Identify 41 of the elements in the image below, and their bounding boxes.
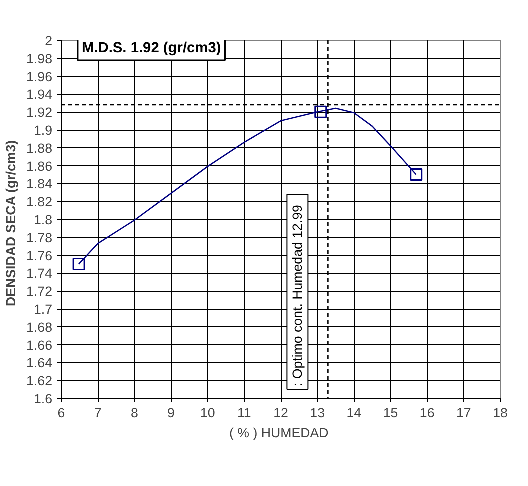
- point: [72, 258, 86, 270]
- y-tick-label: 1.72: [26, 284, 53, 300]
- y-tick-label: 1.86: [26, 158, 53, 174]
- x-tick-label: 11: [238, 406, 252, 420]
- y-tick-label: 1.68: [26, 320, 53, 335]
- y-tick-label: 1.6: [34, 392, 53, 406]
- x-tick-label: 7: [94, 406, 102, 420]
- point: [314, 106, 328, 118]
- y-tick-label: 1.74: [26, 266, 54, 282]
- x-tick-label: 17: [456, 406, 472, 420]
- x-tick-label: 15: [383, 406, 398, 420]
- y-tick-label: 1.64: [26, 356, 54, 371]
- y-tick-label: 1.94: [26, 87, 54, 102]
- y-tick-label: 1.98: [26, 51, 53, 66]
- y-tick-label: 1.7: [34, 302, 53, 317]
- y-tick-label: 1.66: [26, 338, 53, 353]
- x-tick-label: 9: [168, 406, 175, 420]
- x-tick-label: 16: [420, 406, 435, 420]
- x-tick-label: 13: [310, 406, 325, 420]
- y-tick-label: 1.8: [34, 212, 53, 228]
- y-tick-label: 1.62: [26, 374, 53, 389]
- x-tick-label: 14: [346, 406, 362, 420]
- x-axis-title: ( % ) HUMEDAD: [230, 426, 329, 440]
- y-tick-label: 1.76: [26, 248, 53, 264]
- ref-line-label: : Optimo cont. Humedad 12.99: [290, 205, 306, 387]
- y-tick-label: 1.82: [26, 194, 53, 210]
- x-tick-label: 18: [493, 406, 508, 420]
- x-tick-label: 6: [58, 406, 66, 420]
- y-tick-label: 1.96: [26, 69, 53, 84]
- y-tick-label: 1.88: [26, 140, 53, 156]
- x-tick-label: 8: [130, 406, 138, 420]
- y-tick-label: 2: [45, 34, 53, 48]
- annotation: M.D.S. 1.92 (gr/cm3): [82, 40, 222, 56]
- y-tick-label: 1.78: [26, 230, 53, 246]
- y-tick-label: 1.84: [26, 176, 54, 192]
- point: [410, 168, 423, 181]
- x-tick-label: 12: [274, 406, 288, 420]
- x-tick-label: 10: [200, 406, 216, 420]
- y-tick-label: 1.9: [34, 123, 53, 138]
- y-axis-title: DENSIDAD SECA (gr/cm3): [4, 140, 19, 307]
- y-tick-label: 1.92: [26, 105, 53, 120]
